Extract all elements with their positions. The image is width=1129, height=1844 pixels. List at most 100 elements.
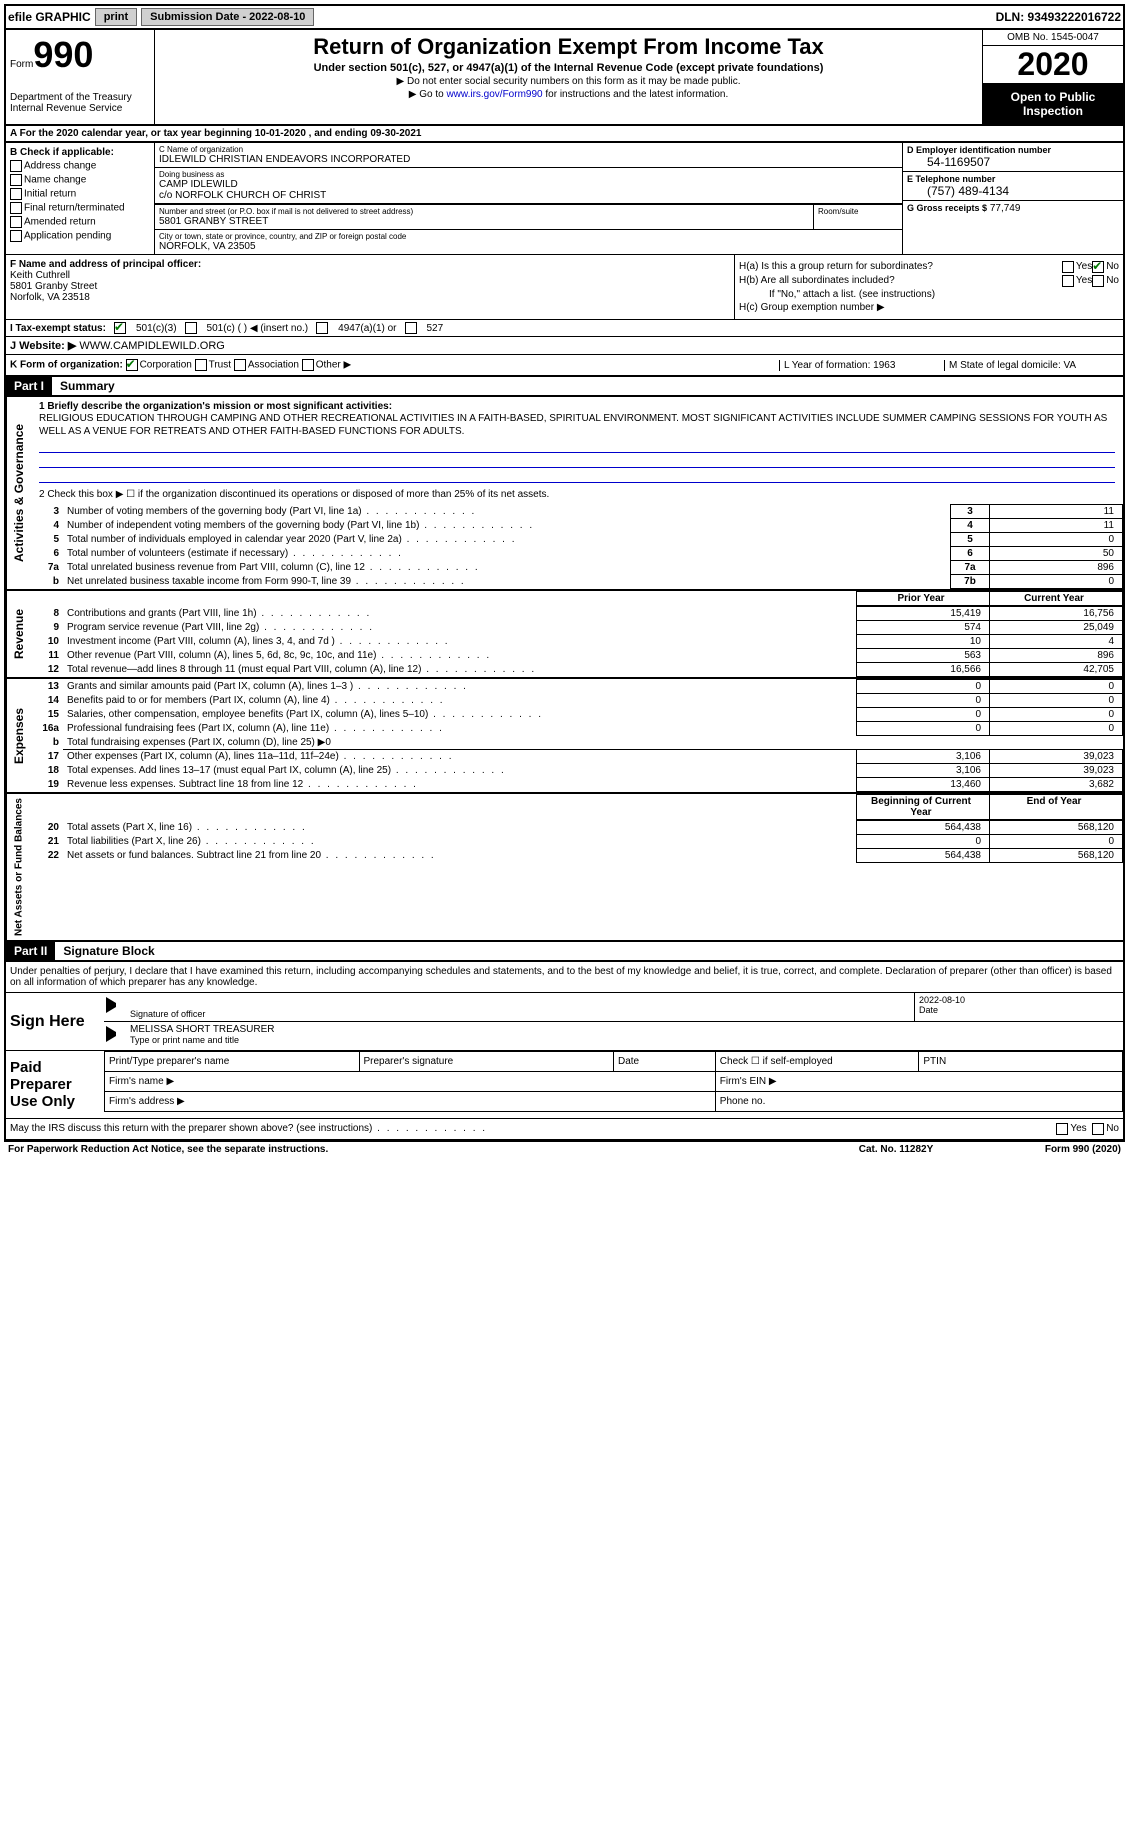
i-501c-checkbox[interactable] <box>185 322 197 334</box>
netassets-block: Net Assets or Fund Balances Beginning of… <box>4 794 1125 942</box>
j-label: J Website: ▶ <box>10 340 76 352</box>
mission-text: RELIGIOUS EDUCATION THROUGH CAMPING AND … <box>39 412 1115 438</box>
ha-no-checkbox[interactable] <box>1092 261 1104 273</box>
row-desc: Professional fundraising fees (Part IX, … <box>63 722 857 736</box>
tax-year-range: A For the 2020 calendar year, or tax yea… <box>10 128 421 139</box>
i-501c3-checkbox[interactable] <box>114 322 126 334</box>
gross-value: 77,749 <box>990 203 1021 214</box>
section-fh: F Name and address of principal officer:… <box>4 254 1125 319</box>
row-num: 21 <box>31 835 63 849</box>
row-desc: Grants and similar amounts paid (Part IX… <box>63 680 857 694</box>
print-button[interactable]: print <box>95 8 137 26</box>
discuss-yes: Yes <box>1070 1123 1086 1135</box>
website-value: WWW.CAMPIDLEWILD.ORG <box>79 340 224 352</box>
h-c-label: H(c) Group exemption number ▶ <box>739 302 885 313</box>
sig-date: 2022-08-10 <box>919 995 1119 1005</box>
net-rows: 20 Total assets (Part X, line 16) 564,43… <box>31 820 1123 863</box>
h-b-note: If "No," attach a list. (see instruction… <box>739 289 1119 300</box>
hb-yes-checkbox[interactable] <box>1062 275 1074 287</box>
checkbox-name-change[interactable] <box>10 174 22 186</box>
row-desc: Contributions and grants (Part VIII, lin… <box>63 607 857 621</box>
row-val: 0 <box>990 575 1123 589</box>
discuss-yes-checkbox[interactable] <box>1056 1123 1068 1135</box>
end-header: End of Year <box>990 795 1123 820</box>
k-opt-3: Other ▶ <box>316 360 351 371</box>
row-desc: Total liabilities (Part X, line 26) <box>63 835 857 849</box>
b-item-2: Initial return <box>24 189 76 200</box>
part1-header: Part I <box>6 377 52 395</box>
irs-link[interactable]: www.irs.gov/Form990 <box>446 89 542 100</box>
i-opt-1: 501(c) ( ) ◀ (insert no.) <box>207 323 309 334</box>
ptin-label: PTIN <box>919 1052 1123 1072</box>
row-val: 896 <box>990 561 1123 575</box>
row-num: 16a <box>31 722 63 736</box>
row-a: A For the 2020 calendar year, or tax yea… <box>4 126 1125 143</box>
open-public-badge: Open to Public Inspection <box>983 84 1123 124</box>
b-item-4: Amended return <box>24 217 96 228</box>
checkbox-address-change[interactable] <box>10 160 22 172</box>
dba-label: Doing business as <box>159 170 898 179</box>
submission-button[interactable]: Submission Date - 2022-08-10 <box>141 8 314 26</box>
checkbox-app-pending[interactable] <box>10 230 22 242</box>
row-num: 3 <box>31 505 63 519</box>
k-assoc-checkbox[interactable] <box>234 359 246 371</box>
footer-mid: Cat. No. 11282Y <box>821 1144 971 1155</box>
i-527-checkbox[interactable] <box>405 322 417 334</box>
row-prior: 574 <box>857 621 990 635</box>
h-a-label: H(a) Is this a group return for subordin… <box>739 261 1062 273</box>
prep-date-label: Date <box>614 1052 716 1072</box>
column-b: B Check if applicable: Address change Na… <box>6 143 155 254</box>
row-current: 0 <box>990 694 1123 708</box>
row-prior: 564,438 <box>857 849 990 863</box>
b-label: B Check if applicable: <box>10 147 114 158</box>
row-prior: 0 <box>857 835 990 849</box>
row-box: 7b <box>951 575 990 589</box>
checkbox-amended[interactable] <box>10 216 22 228</box>
row-box: 4 <box>951 519 990 533</box>
officer-name: Keith Cuthrell <box>10 270 70 281</box>
k-other-checkbox[interactable] <box>302 359 314 371</box>
row-num: b <box>31 575 63 589</box>
form-subtitle: Under section 501(c), 527, or 4947(a)(1)… <box>159 62 978 74</box>
row-current: 0 <box>990 835 1123 849</box>
row-num: b <box>31 736 63 750</box>
column-f: F Name and address of principal officer:… <box>6 255 735 319</box>
row-desc: Program service revenue (Part VIII, line… <box>63 621 857 635</box>
hb-no-checkbox[interactable] <box>1092 275 1104 287</box>
k-corp-checkbox[interactable] <box>126 359 138 371</box>
row-desc: Salaries, other compensation, employee b… <box>63 708 857 722</box>
row-num: 12 <box>31 663 63 677</box>
hb-no: No <box>1106 275 1119 287</box>
section-bc: B Check if applicable: Address change Na… <box>4 143 1125 254</box>
row-prior: 564,438 <box>857 821 990 835</box>
h-b-label: H(b) Are all subordinates included? <box>739 275 1062 287</box>
checkbox-final-return[interactable] <box>10 202 22 214</box>
header-right: OMB No. 1545-0047 2020 Open to Public In… <box>982 30 1123 124</box>
row-num: 7a <box>31 561 63 575</box>
row-current: 3,682 <box>990 778 1123 792</box>
row-num: 5 <box>31 533 63 547</box>
footer-left: For Paperwork Reduction Act Notice, see … <box>8 1144 821 1155</box>
header-left: Form990 Department of the Treasury Inter… <box>6 30 155 124</box>
ha-yes-checkbox[interactable] <box>1062 261 1074 273</box>
row-box: 5 <box>951 533 990 547</box>
k-trust-checkbox[interactable] <box>195 359 207 371</box>
section-i: I Tax-exempt status: 501(c)(3) 501(c) ( … <box>4 319 1125 336</box>
row-desc: Benefits paid to or for members (Part IX… <box>63 694 857 708</box>
street-value: 5801 GRANBY STREET <box>159 216 809 227</box>
k-label: K Form of organization: <box>10 360 123 371</box>
preparer-table: Print/Type preparer's name Preparer's si… <box>104 1051 1123 1112</box>
c-name-label: C Name of organization <box>159 145 898 154</box>
k-opt-2: Association <box>248 360 299 371</box>
discuss-no-checkbox[interactable] <box>1092 1123 1104 1135</box>
firm-phone-label: Phone no. <box>715 1092 1122 1112</box>
row-current: 39,023 <box>990 764 1123 778</box>
i-4947-checkbox[interactable] <box>316 322 328 334</box>
discuss-no: No <box>1106 1123 1119 1135</box>
gov-table: 3 Number of voting members of the govern… <box>31 504 1123 589</box>
date-label: Date <box>919 1005 1119 1015</box>
rev-rows: 8 Contributions and grants (Part VIII, l… <box>31 606 1123 677</box>
checkbox-initial-return[interactable] <box>10 188 22 200</box>
row-current: 42,705 <box>990 663 1123 677</box>
revenue-block: Revenue Prior YearCurrent Year 8 Contrib… <box>4 591 1125 679</box>
